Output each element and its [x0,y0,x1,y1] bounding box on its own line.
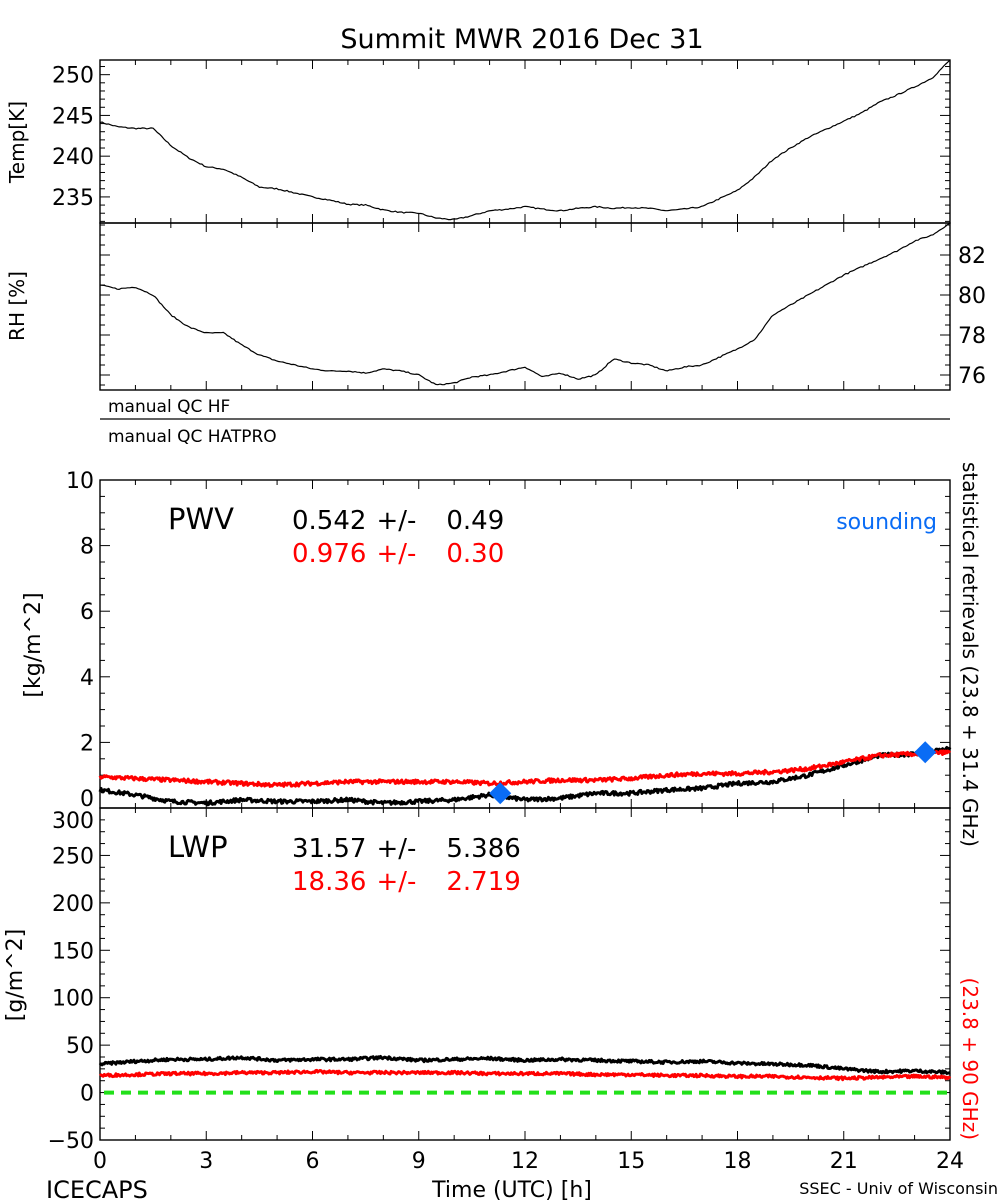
lwp-series-red [99,1068,952,1082]
lwp-red-pm: +/- [376,867,416,897]
relative_humidity-ytick-label: 82 [958,244,986,269]
pwv-series-red [98,749,952,788]
sounding-marker [914,741,937,764]
lwp-ytick-label: −50 [48,1129,94,1154]
x-tick-label: 9 [412,1149,426,1174]
qc-hatpro-label: manual QC HATPRO [108,427,277,447]
lwp-series-black [98,1054,951,1075]
x-tick-label: 18 [724,1149,752,1174]
pwv-stat-black: 0.542 +/- 0.49 [292,506,504,536]
lwp-red-std: 2.719 [446,867,520,897]
pwv-ytick-label: 6 [80,600,94,625]
x-axis-label: Time (UTC) [h] [431,1178,592,1200]
x-tick-label: 21 [830,1149,858,1174]
lwp-red-mean: 18.36 [292,867,366,897]
right-retrieval-label-black: statistical retrievals (23.8 + 31.4 GHz) [958,462,982,847]
lwp-black-std: 5.386 [446,834,520,864]
relative_humidity-frame [99,222,951,391]
x-tick-label: 0 [93,1149,107,1174]
figure-title: Summit MWR 2016 Dec 31 [340,24,703,55]
lwp-ytick-label: 300 [52,809,94,834]
relative_humidity-line [99,222,951,386]
x-tick-label: 12 [511,1149,539,1174]
temperature-ytick-label: 245 [52,104,94,129]
lwp-stat-red: 18.36 +/- 2.719 [292,867,521,897]
temperature-ytick-label: 240 [52,145,94,170]
data-series [98,59,952,1095]
right-retrieval-label-red: (23.8 + 90 GHz) [958,978,982,1140]
lwp-ytick-label: 50 [66,1034,94,1059]
rh-ylabel: RH [%] [5,271,29,341]
temp-ylabel: Temp[K] [5,101,29,184]
x-tick-label: 15 [617,1149,645,1174]
pwv-stat-red: 0.976 +/- 0.30 [292,539,504,569]
relative_humidity-ytick-label: 78 [958,324,986,349]
pwv-ytick-label: 0 [80,787,94,812]
lwp-ytick-label: 150 [52,939,94,964]
lwp-ylabel: [g/m^2] [3,929,28,1021]
lwp-ytick-label: 250 [52,844,94,869]
x-tick-label: 3 [199,1149,213,1174]
pwv-black-mean: 0.542 [292,506,366,536]
lwp-black-pm: +/- [376,834,416,864]
temperature-frame [99,59,951,224]
x-tick-label: 6 [306,1149,320,1174]
footer-ssec: SSEC - Univ of Wisconsin [799,1179,998,1198]
sounding-marker [489,782,512,805]
lwp-stat-black: 31.57 +/- 5.386 [292,834,521,864]
lwp-ytick-label: 100 [52,987,94,1012]
lwp-panel-label: LWP [168,830,228,864]
pwv-red-mean: 0.976 [292,539,366,569]
pwv-ytick-label: 8 [80,535,94,560]
axis-ticks [99,60,951,1141]
pwv-ylabel: [kg/m^2] [21,592,46,697]
lwp-black-mean: 31.57 [292,834,366,864]
pwv-ytick-label: 2 [80,731,94,756]
lwp-ytick-label: 200 [52,892,94,917]
temperature-ytick-label: 250 [52,64,94,89]
lwp-ytick-label: 0 [80,1082,94,1107]
tick-labels: 235240245250767880820246810−500501001502… [48,64,986,1174]
x-tick-label: 24 [936,1149,964,1174]
pwv-black-std: 0.49 [446,506,504,536]
sounding-legend: sounding [836,510,937,535]
pwv-ytick-label: 10 [66,469,94,494]
pwv-red-pm: +/- [376,539,416,569]
pwv-panel-label: PWV [168,502,234,536]
temperature-line [99,59,951,221]
relative_humidity-ytick-label: 80 [958,284,986,309]
pwv-series-black [98,746,952,807]
pwv-ytick-label: 4 [80,666,94,691]
footer-icecaps: ICECAPS [46,1176,148,1200]
pwv-black-pm: +/- [376,506,416,536]
relative_humidity-ytick-label: 76 [958,364,986,389]
temperature-ytick-label: 235 [52,186,94,211]
qc-hf-label: manual QC HF [108,397,230,417]
pwv-red-std: 0.30 [446,539,504,569]
